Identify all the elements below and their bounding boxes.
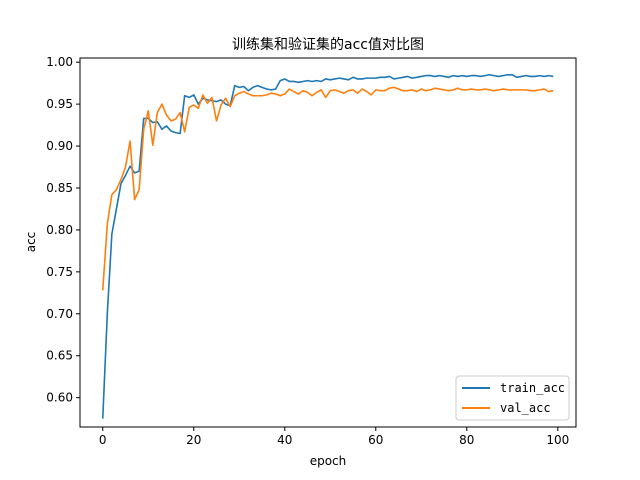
series-line-val-acc — [101, 86, 554, 291]
y-tick-label: 0.90 — [46, 139, 73, 153]
chart-title: 训练集和验证集的acc值对比图 — [232, 36, 424, 53]
series-line-train-acc — [101, 73, 554, 419]
y-tick-label: 0.95 — [46, 97, 73, 111]
legend-label-train-acc: train_acc — [500, 381, 565, 395]
y-tick-label: 0.65 — [46, 349, 73, 363]
legend: train_acc val_acc — [455, 375, 570, 421]
y-tick-label: 0.85 — [46, 181, 73, 195]
y-tick-label: 0.80 — [46, 223, 73, 237]
series-layer — [101, 73, 554, 419]
ticks-layer: 0 20 40 60 80 100 0.60 0.65 0.70 0.75 0.80 0.85 0.90… — [46, 55, 569, 447]
legend-label-val-acc: val_acc — [500, 401, 551, 415]
y-axis-label: acc — [24, 232, 38, 253]
x-tick-label: 100 — [546, 433, 569, 447]
x-tick-label: 60 — [368, 433, 383, 447]
y-tick-label: 0.75 — [46, 265, 73, 279]
x-tick-label: 0 — [99, 433, 107, 447]
x-tick-label: 20 — [186, 433, 201, 447]
plot-area — [79, 57, 577, 428]
axes-frame — [79, 57, 577, 428]
y-tick-label: 1.00 — [46, 55, 73, 69]
x-tick-label: 80 — [459, 433, 474, 447]
y-tick-label: 0.60 — [46, 391, 73, 405]
x-tick-label: 40 — [277, 433, 292, 447]
x-axis-label: epoch — [310, 454, 347, 468]
y-tick-label: 0.70 — [46, 307, 73, 321]
